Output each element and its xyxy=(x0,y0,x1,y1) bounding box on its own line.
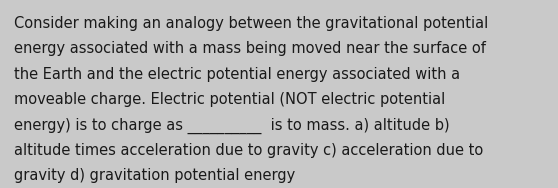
Text: Consider making an analogy between the gravitational potential: Consider making an analogy between the g… xyxy=(14,16,488,31)
Text: altitude times acceleration due to gravity c) acceleration due to: altitude times acceleration due to gravi… xyxy=(14,143,483,158)
Text: gravity d) gravitation potential energy: gravity d) gravitation potential energy xyxy=(14,168,295,183)
Text: energy) is to charge as __________  is to mass. a) altitude b): energy) is to charge as __________ is to… xyxy=(14,118,450,134)
Text: the Earth and the electric potential energy associated with a: the Earth and the electric potential ene… xyxy=(14,67,460,82)
Text: energy associated with a mass being moved near the surface of: energy associated with a mass being move… xyxy=(14,41,486,56)
Text: moveable charge. Electric potential (NOT electric potential: moveable charge. Electric potential (NOT… xyxy=(14,92,445,107)
